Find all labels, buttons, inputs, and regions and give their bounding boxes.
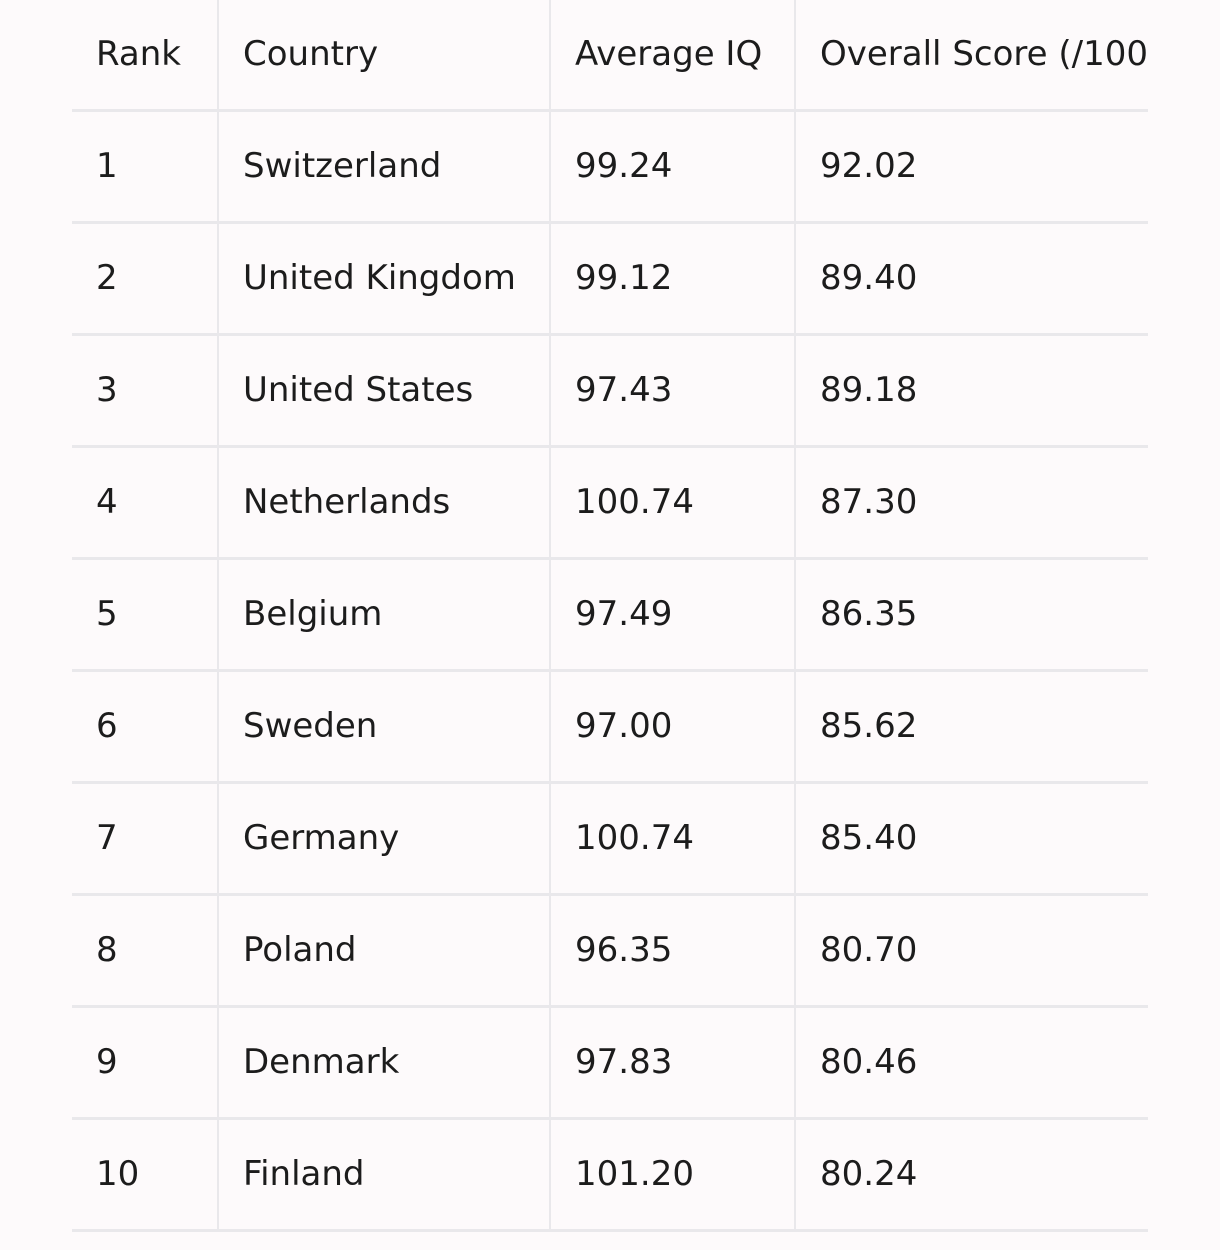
cell-average-iq: 100.74 <box>549 782 795 896</box>
table-row: 4 Netherlands 100.74 87.30 <box>72 446 1148 560</box>
cell-overall-score: 85.40 <box>794 782 1148 896</box>
cell-rank: 8 <box>72 894 218 1008</box>
cell-rank: 4 <box>72 446 218 560</box>
ranking-table-container: Rank Country Average IQ Overall Score (/… <box>72 0 1148 1248</box>
cell-overall-score: 89.18 <box>794 334 1148 448</box>
cell-average-iq: 99.12 <box>549 222 795 336</box>
cell-overall-score: 80.70 <box>794 894 1148 1008</box>
table-row: 3 United States 97.43 89.18 <box>72 334 1148 448</box>
cell-average-iq: 100.74 <box>549 446 795 560</box>
cell-overall-score: 89.40 <box>794 222 1148 336</box>
cell-average-iq: 101.20 <box>549 1118 795 1232</box>
header-overall-score: Overall Score (/100) <box>794 0 1148 112</box>
cell-country: Germany <box>217 782 550 896</box>
cell-average-iq: 97.43 <box>549 334 795 448</box>
table-row: 2 United Kingdom 99.12 89.40 <box>72 222 1148 336</box>
table-row: 6 Sweden 97.00 85.62 <box>72 670 1148 784</box>
cell-average-iq: 97.83 <box>549 1006 795 1120</box>
header-average-iq: Average IQ <box>549 0 795 112</box>
table-row: 8 Poland 96.35 80.70 <box>72 894 1148 1008</box>
cell-rank: 2 <box>72 222 218 336</box>
table-row: 1 Switzerland 99.24 92.02 <box>72 110 1148 224</box>
cell-average-iq: 97.00 <box>549 670 795 784</box>
cell-rank: 6 <box>72 670 218 784</box>
table-row: 9 Denmark 97.83 80.46 <box>72 1006 1148 1120</box>
cell-overall-score: 87.30 <box>794 446 1148 560</box>
cell-average-iq: 96.35 <box>549 894 795 1008</box>
cell-overall-score: 86.35 <box>794 558 1148 672</box>
ranking-table: Rank Country Average IQ Overall Score (/… <box>72 0 1148 1232</box>
table-row: 5 Belgium 97.49 86.35 <box>72 558 1148 672</box>
cell-rank: 7 <box>72 782 218 896</box>
cell-rank: 3 <box>72 334 218 448</box>
cell-country: Denmark <box>217 1006 550 1120</box>
cell-overall-score: 85.62 <box>794 670 1148 784</box>
table-header-row: Rank Country Average IQ Overall Score (/… <box>72 0 1148 112</box>
cell-country: Netherlands <box>217 446 550 560</box>
table-row: 10 Finland 101.20 80.24 <box>72 1118 1148 1232</box>
cell-country: United Kingdom <box>217 222 550 336</box>
header-rank: Rank <box>72 0 218 112</box>
cell-overall-score: 80.46 <box>794 1006 1148 1120</box>
cell-country: Belgium <box>217 558 550 672</box>
cell-rank: 1 <box>72 110 218 224</box>
cell-average-iq: 99.24 <box>549 110 795 224</box>
header-country: Country <box>217 0 550 112</box>
cell-overall-score: 80.24 <box>794 1118 1148 1232</box>
cell-country: Finland <box>217 1118 550 1232</box>
cell-country: Poland <box>217 894 550 1008</box>
table-row: 7 Germany 100.74 85.40 <box>72 782 1148 896</box>
cell-country: Switzerland <box>217 110 550 224</box>
cell-average-iq: 97.49 <box>549 558 795 672</box>
cell-overall-score: 92.02 <box>794 110 1148 224</box>
cell-rank: 9 <box>72 1006 218 1120</box>
cell-rank: 10 <box>72 1118 218 1232</box>
cell-rank: 5 <box>72 558 218 672</box>
cell-country: United States <box>217 334 550 448</box>
cell-country: Sweden <box>217 670 550 784</box>
